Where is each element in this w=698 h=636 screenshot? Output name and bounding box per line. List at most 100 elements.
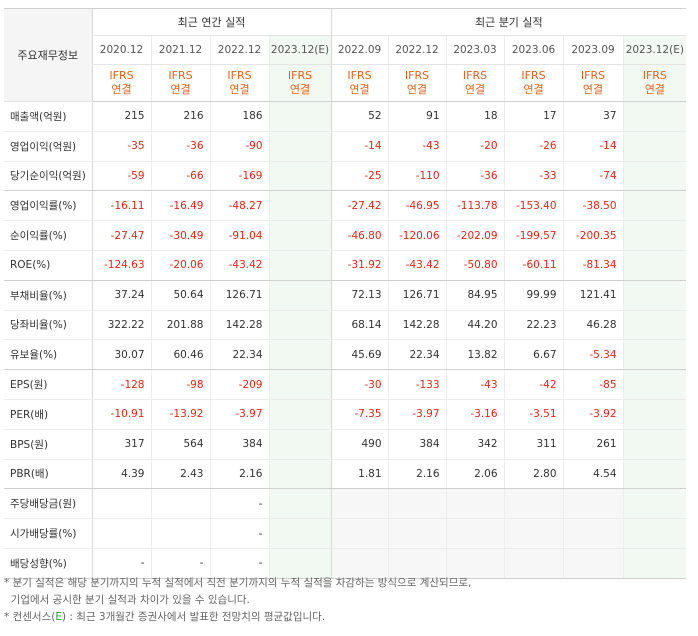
table-cell [445,548,505,579]
table-cell: -209 [209,369,269,400]
basis-consolidation: 연결 [289,83,311,96]
table-cell: -16.11 [91,190,151,222]
table-cell: 17 [503,101,564,132]
table-cell [387,518,447,549]
table-cell [503,548,564,579]
table-cell [330,548,389,579]
period-header: 2023.03 [445,35,505,65]
basis-consolidation: 연결 [349,83,370,96]
table-cell: -85 [562,369,624,400]
table-cell: -14 [330,131,389,162]
table-cell [622,101,687,132]
table-cell: -133 [387,369,447,400]
table-cell: -3.51 [503,399,564,430]
period-header: 2023.06 [503,35,564,65]
table-cell [622,369,687,400]
table-cell: -66 [150,161,210,192]
table-cell: 99.99 [503,280,564,311]
table-row: 당기순이익(억원) -59 -66 -169 -25 -110 -36 -33 -74 [4,161,687,192]
table-cell: -33 [503,161,564,192]
table-row: 주당배당금(원) - [4,488,687,520]
table-row: ROE(%) -124.63 -20.06 -43.42 -31.92 -43.42 -50… [4,250,687,281]
row-label: 배당성향(%) [4,548,92,579]
basis-header: IFRS 연결 [387,64,447,102]
table-cell: 216 [150,101,210,132]
table-cell [268,161,332,192]
table-cell: -110 [387,161,447,192]
basis-header: IFRS 연결 [503,64,564,102]
table-cell: -30.49 [150,220,210,251]
table-cell: -20.06 [150,250,210,281]
table-cell [268,518,332,549]
table-cell [268,310,332,341]
estimate-marker: E [55,611,62,623]
table-cell: - [209,488,269,520]
table-row: EPS(원) -128 -98 -209 -30 -133 -43 -42 -85 [4,369,687,400]
table-cell: 215 [91,101,151,132]
table-cell: -27.42 [330,190,389,222]
row-label: 시가배당률(%) [4,518,92,549]
basis-header: IFRS 연결 [622,64,687,102]
table-cell [622,339,687,371]
table-cell: 30.07 [91,339,151,371]
table-cell: 311 [503,429,564,460]
table-cell: 142.28 [209,310,269,341]
table-cell [268,220,332,251]
table-row: 부채비율(%) 37.24 50.64 126.71 72.13 126.71 84.95 9… [4,280,687,311]
table-cell: -153.40 [503,190,564,222]
table-cell [622,161,687,192]
table-cell: 126.71 [209,280,269,311]
basis-header: IFRS 연결 [562,64,624,102]
table-cell: 2.16 [387,459,447,490]
table-row: 당좌비율(%) 322.22 201.88 142.28 68.14 142.28 44.2… [4,310,687,341]
table-cell [622,399,687,430]
table-cell: - [91,548,151,579]
footnote-1: * 분기 실적은 해당 분기까지의 누적 실적에서 직전 분기까지의 누적 실적… [4,577,472,589]
table-cell: 384 [387,429,447,460]
table-cell: 22.23 [503,310,564,341]
row-label: 유보율(%) [4,339,92,371]
row-label: 영업이익(억원) [4,131,92,162]
row-label: 당기순이익(억원) [4,161,92,192]
table-cell: -25 [330,161,389,192]
period-header: 2022.12 [209,35,269,65]
table-cell: 91 [387,101,447,132]
table-cell [268,459,332,490]
row-label: 당좌비율(%) [4,310,92,341]
table-cell: 2.80 [503,459,564,490]
footnotes: * 분기 실적은 해당 분기까지의 누적 실적에서 직전 분기까지의 누적 실적… [4,575,684,626]
row-label: 매출액(억원) [4,101,92,132]
table-cell: -60.11 [503,250,564,281]
period-header: 2023.09 [562,35,624,65]
table-cell: 44.20 [445,310,505,341]
table-cell: -199.57 [503,220,564,251]
basis-standard: IFRS [168,69,193,82]
table-cell: -38.50 [562,190,624,222]
table-cell: -3.97 [209,399,269,430]
table-cell [445,518,505,549]
basis-standard: IFRS [227,69,252,82]
table-cell: 37 [562,101,624,132]
table-cell: 142.28 [387,310,447,341]
basis-standard: IFRS [287,69,313,82]
table-cell: 46.28 [562,310,624,341]
period-header: 2023.12(E) [268,35,332,65]
row-label: 영업이익률(%) [4,190,92,222]
table-cell [268,399,332,430]
table-row: PBR(배) 4.39 2.43 2.16 1.81 2.16 2.06 2.80 4.54 [4,459,687,490]
table-cell [268,280,332,311]
row-label: EPS(원) [4,369,92,400]
table-cell: -3.97 [387,399,447,430]
table-cell: 126.71 [387,280,447,311]
table-cell: -43.42 [209,250,269,281]
table-cell: -13.92 [150,399,210,430]
table-cell [622,310,687,341]
table-cell [91,488,151,520]
table-cell [445,488,505,520]
basis-consolidation: 연결 [111,83,132,96]
basis-standard: IFRS [462,69,488,82]
table-cell: 45.69 [330,339,389,371]
table-cell [91,518,151,549]
table-cell: -5.34 [562,339,624,371]
table-cell [562,518,624,549]
